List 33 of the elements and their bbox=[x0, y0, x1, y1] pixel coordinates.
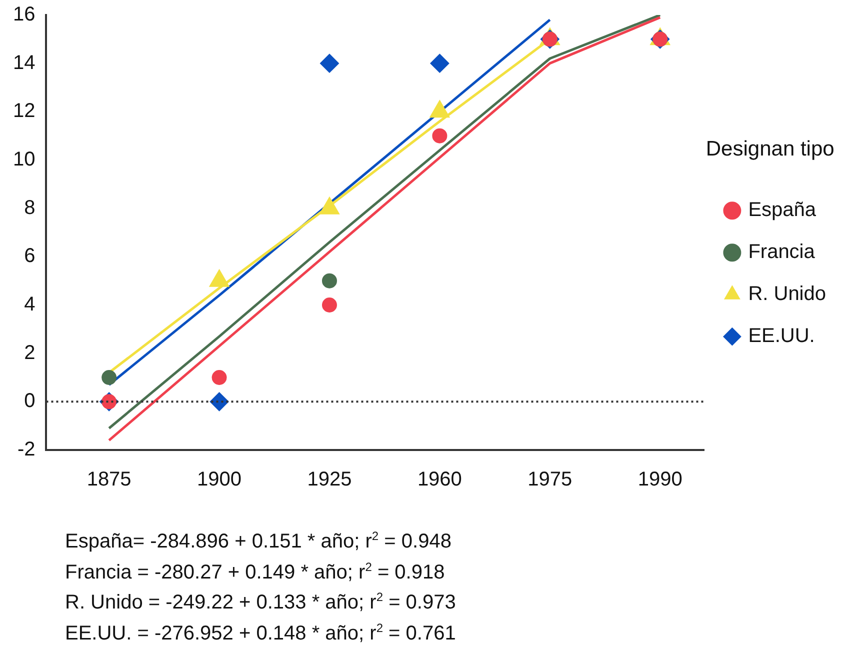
x-tick-label: 1990 bbox=[638, 468, 682, 491]
point bbox=[322, 273, 337, 288]
x-tick-label: 1875 bbox=[86, 468, 132, 491]
legend-label: R. Unido bbox=[748, 283, 826, 306]
legend-label: Francia bbox=[748, 241, 816, 264]
y-tick-label: 12 bbox=[12, 100, 36, 122]
point bbox=[322, 298, 337, 312]
y-tick-label: 10 bbox=[12, 148, 36, 171]
point bbox=[210, 392, 229, 412]
x-tick-label: 1960 bbox=[417, 468, 462, 491]
y-tick-label: 8 bbox=[24, 196, 36, 219]
y-tick-label: 2 bbox=[24, 342, 36, 364]
text: EE.UU. = -276.952 + 0.148 * año; r$^{2}$ = 0.761 bbox=[65, 620, 456, 647]
point bbox=[212, 370, 227, 385]
legend-label: España bbox=[748, 199, 817, 222]
y-tick-label: 14 bbox=[12, 52, 36, 74]
text: Francia = -280.27 + 0.149 * año; r$^{2}$ = 0.918 bbox=[65, 558, 446, 586]
y-tick-label: 6 bbox=[24, 245, 36, 268]
text: R. Unido = -249.22 + 0.133 * año; r$^{2}$ = 0.973 bbox=[65, 589, 456, 616]
y-tick-label: 0 bbox=[24, 390, 36, 412]
y-tick-label: 4 bbox=[24, 294, 36, 316]
point bbox=[432, 128, 448, 144]
y-tick-label: -2 bbox=[17, 438, 36, 461]
y-tick-label: 16 bbox=[12, 4, 36, 26]
point bbox=[320, 54, 339, 73]
text: España= -284.896 + 0.151 * año; r$^{2}$ = 0.948 bbox=[65, 528, 452, 555]
point bbox=[102, 370, 117, 385]
point bbox=[430, 54, 450, 73]
legend-title: Designan tipo bbox=[706, 138, 834, 161]
x-tick-label: 1975 bbox=[528, 468, 572, 491]
x-tick-label: 1925 bbox=[307, 468, 352, 491]
legend-label: EE.UU. bbox=[748, 325, 815, 348]
x-tick-label: 1900 bbox=[197, 468, 242, 491]
